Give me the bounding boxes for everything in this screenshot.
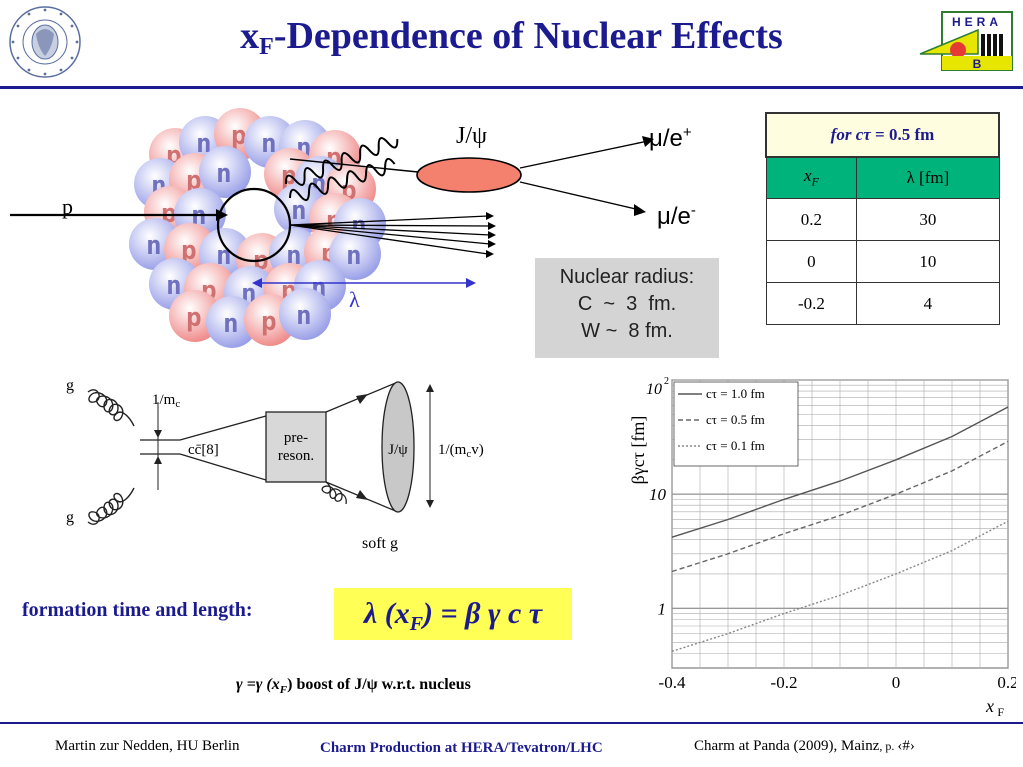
jpsi-cone-label: J/ψ	[388, 442, 408, 458]
hera-b-logo: HERA B	[919, 11, 1013, 71]
x-tick-label: -0.2	[771, 673, 798, 692]
legend-entry: cτ = 1.0 fm	[706, 386, 765, 401]
gluon-top-label: g	[66, 377, 74, 394]
legend-entry: cτ = 0.5 fm	[706, 412, 765, 427]
nucleon-label: n	[291, 196, 307, 226]
nucleon-label: p	[231, 121, 247, 151]
nucleon: n	[279, 288, 331, 340]
y-tick-label: 10	[649, 485, 667, 504]
inv-mc-label: 1/mc	[152, 392, 180, 410]
gamma-note: γ =γ (xF) boost of J/ψ w.r.t. nucleus	[236, 676, 471, 697]
university-seal-logo	[9, 6, 81, 78]
nucleon: n	[199, 146, 251, 198]
formation-label: formation time and length:	[22, 599, 253, 621]
x-tick-label: -0.4	[659, 673, 686, 692]
radius-line-3: W ~ 8 fm.	[581, 320, 673, 342]
nucleon-label: p	[181, 236, 197, 266]
formation-formula: λ (xF) = β γ c τ	[334, 588, 572, 640]
table-row: -0.2 4	[765, 282, 1000, 325]
nucleon-label: n	[196, 129, 212, 159]
series-line-2	[671, 440, 1009, 573]
nucleon-label: n	[296, 301, 312, 331]
col-header-xf: xF	[765, 156, 858, 199]
footer-conference: Charm at Panda (2009), Mainz, p. ‹#›	[694, 738, 915, 754]
table-row: 0 10	[765, 240, 1000, 283]
title-divider	[0, 86, 1023, 89]
slide-title: xF-Dependence of Nuclear Effects	[240, 15, 783, 60]
inv-mcv-label: 1/(mcv)	[438, 442, 484, 460]
gluon-bottom-label: g	[66, 509, 74, 526]
footer-author: Martin zur Nedden, HU Berlin	[55, 738, 240, 754]
nucleon-label: n	[346, 241, 362, 271]
nucleon-label: n	[166, 271, 182, 301]
footer-divider	[0, 722, 1023, 724]
nucleon-label: n	[261, 129, 277, 159]
muon-plus-label: μ/e+	[649, 124, 692, 152]
radius-line-2: C ~ 3 fm.	[577, 293, 677, 315]
nucleon: n	[206, 296, 258, 348]
nucleon: n	[329, 228, 381, 280]
nucleon-label: n	[146, 231, 162, 261]
table-row: 0.2 30	[765, 198, 1000, 241]
nuclear-radius-box: Nuclear radius: C ~ 3 fm. W ~ 8 fm.	[535, 258, 719, 358]
nucleon-label: n	[216, 159, 232, 189]
ccbar-label: cc̄[8]	[188, 442, 219, 458]
lambda-table: for cτ = 0.5 fm xF λ [fm] 0.2 30 0 10 -0…	[765, 112, 1000, 325]
x-axis-label-sub: F	[997, 705, 1004, 718]
nucleus-diagram: pnpnnpnpnpnppnnpnnpnpnpnnpnpnpnpn	[10, 108, 654, 348]
nucleon-label: p	[186, 303, 202, 333]
plot-legend: cτ = 1.0 fm cτ = 0.5 fm cτ = 0.1 fm	[673, 381, 799, 467]
page-number: ‹#›	[897, 738, 915, 754]
muon-minus-label: μ/e-	[657, 202, 696, 230]
y-axis-label: βγcτ [fm]	[628, 416, 648, 485]
y-tick-exponent: 2	[664, 376, 669, 387]
preres-line-2: reson.	[278, 448, 314, 464]
soft-gluon-label: soft g	[362, 535, 398, 552]
footer-talk-title: Charm Production at HERA/Tevatron/LHC	[320, 740, 603, 756]
hera-logo-b: B	[973, 57, 982, 71]
nucleon-label: n	[223, 309, 239, 339]
preres-line-1: pre-	[284, 430, 308, 446]
proton-label: p	[62, 194, 73, 219]
x-tick-label: 0	[892, 673, 901, 692]
series-line-1	[671, 406, 1009, 538]
series-line-3	[671, 520, 1009, 652]
nucleon-label: p	[261, 307, 277, 337]
x-tick-label: 0.2	[997, 673, 1016, 692]
formation-diagram: g g 1/mc cc̄[8] pre- reson. J/ψ soft g 1…	[66, 377, 484, 552]
lambda-label: λ	[349, 287, 360, 312]
y-tick-label: 1	[658, 599, 667, 618]
radius-line-1: Nuclear radius:	[559, 266, 695, 288]
col-header-lambda: λ [fm]	[856, 156, 1000, 199]
x-axis-label: x	[985, 696, 994, 716]
legend-entry: cτ = 0.1 fm	[706, 438, 765, 453]
y-tick-label: 10	[646, 381, 662, 398]
table-caption: for cτ = 0.5 fm	[765, 112, 1000, 158]
jpsi-label: J/ψ	[456, 123, 488, 149]
hera-logo-text: HERA	[952, 15, 1002, 29]
